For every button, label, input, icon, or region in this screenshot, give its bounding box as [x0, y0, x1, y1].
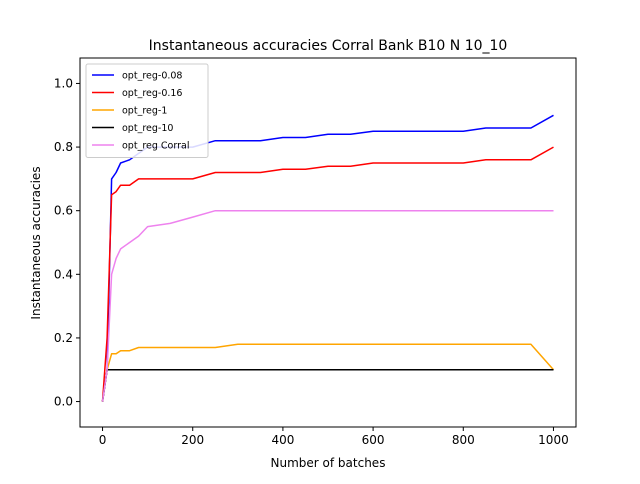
legend-label: opt_reg-1	[122, 106, 167, 117]
series-line-2	[101, 146, 554, 402]
legend-box	[85, 63, 209, 158]
series-line-4	[101, 368, 554, 402]
y-tick-label: 0.0	[54, 395, 73, 409]
x-tick-label: 600	[362, 433, 385, 447]
y-tick-label: 1.0	[54, 76, 73, 90]
y-tick-label: 0.8	[54, 140, 73, 154]
x-tick-label: 0	[99, 433, 107, 447]
x-tick-label: 800	[452, 433, 475, 447]
axes-frame	[79, 57, 577, 428]
series-line-1	[101, 114, 554, 402]
y-tick-label: 0.2	[54, 331, 73, 345]
series-line-3	[101, 343, 555, 402]
y-tick-label: 0.6	[54, 204, 73, 218]
legend-label: opt_reg-10	[122, 123, 173, 134]
series-lines	[101, 114, 555, 402]
legend-label: opt_reg Corral	[122, 141, 189, 152]
x-tick-label: 400	[271, 433, 294, 447]
y-tick-label: 0.4	[54, 267, 73, 281]
chart-title: Instantaneous accuracies Corral Bank B10…	[149, 38, 508, 54]
axes-layer: 0 200 400 600 800 1000 0.0 0.2 0.4 0.6 0.8 1.0	[54, 57, 577, 447]
plot-area	[101, 114, 555, 402]
legend-label: opt_reg-0.08	[122, 71, 182, 82]
x-tick-label: 1000	[538, 433, 569, 447]
series-line-5	[101, 209, 554, 402]
x-axis-label: Number of batches	[271, 456, 386, 470]
legend-label: opt_reg-0.16	[122, 88, 182, 99]
y-axis-label: Instantaneous accuracies	[29, 166, 43, 319]
legend: opt_reg-0.08 opt_reg-0.16 opt_reg-1 opt_reg…	[85, 63, 209, 158]
x-tick-label: 200	[181, 433, 204, 447]
